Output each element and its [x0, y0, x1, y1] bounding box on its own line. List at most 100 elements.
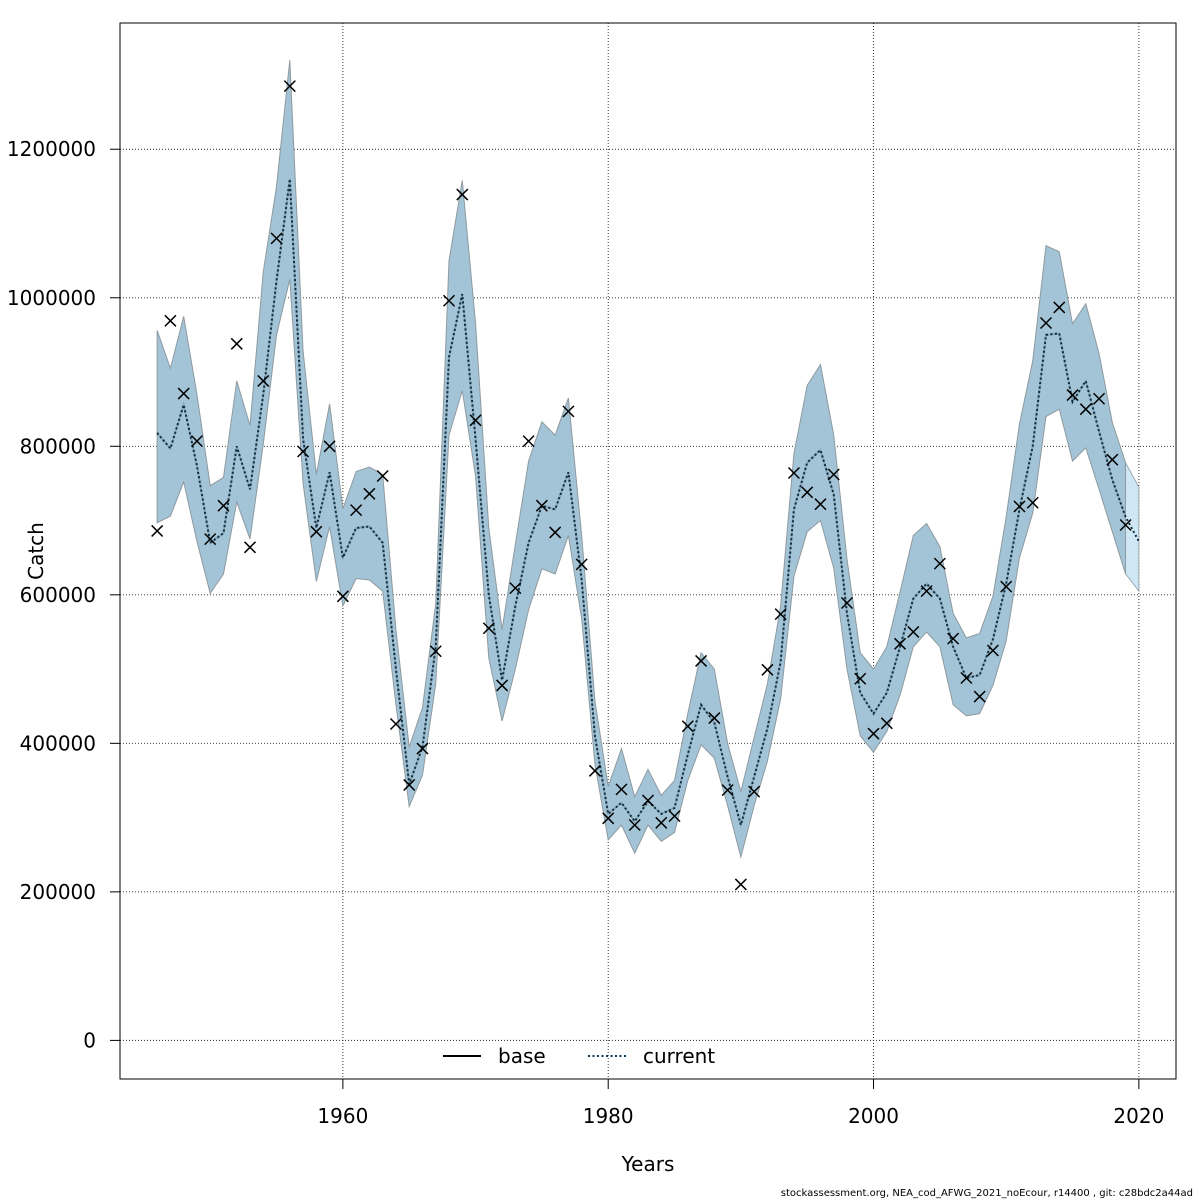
observation-stroke [695, 654, 708, 667]
observation-stroke [681, 720, 694, 733]
observation-marker-2016 [1079, 403, 1092, 416]
observation-stroke [880, 717, 893, 730]
observation-marker-1979 [588, 764, 601, 777]
observation-stroke [814, 498, 827, 511]
observation-marker-1950 [204, 533, 217, 546]
observation-stroke [668, 810, 681, 823]
observation-stroke [973, 690, 986, 703]
legend-label-current: current [643, 1044, 715, 1068]
observation-stroke [217, 499, 230, 512]
observation-marker-1983 [641, 794, 655, 807]
observation-stroke [947, 632, 960, 645]
observation-marker-1993 [774, 608, 787, 621]
confidence-band [156, 60, 1127, 859]
observation-marker-2000 [867, 727, 880, 740]
observation-marker-2006 [947, 632, 960, 645]
legend: base current [443, 1044, 715, 1068]
observation-marker-1961 [350, 504, 363, 517]
observation-stroke [907, 625, 920, 638]
observation-stroke [641, 794, 655, 807]
x-tick-label-2000: 2000 [848, 1104, 899, 1128]
observation-stroke [867, 727, 880, 740]
observation-marker-2015 [1066, 389, 1079, 402]
observation-marker-2014 [1053, 301, 1066, 314]
observation-marker-2007 [960, 671, 973, 685]
observation-marker-1977 [562, 405, 575, 418]
observation-marker-2003 [907, 625, 920, 638]
observation-stroke [1119, 518, 1132, 532]
x-tick-label-2020: 2020 [1113, 1104, 1164, 1128]
observation-stroke [721, 784, 734, 797]
observation-stroke [1093, 392, 1106, 405]
observation-stroke [894, 637, 907, 650]
y-tick-label-0: 0 [83, 1028, 96, 1052]
observation-marker-1973 [509, 582, 522, 595]
observation-marker-1958 [310, 525, 323, 538]
y-tick-label-1200000: 1200000 [7, 137, 96, 161]
y-tick-label-1000000: 1000000 [7, 286, 96, 310]
observation-stroke [496, 679, 509, 692]
observation-stroke [270, 232, 283, 245]
observation-stroke [628, 818, 641, 832]
series-line-base [156, 178, 1127, 829]
observation-marker-2010 [1000, 580, 1013, 593]
observation-stroke [310, 525, 323, 538]
observation-marker-1974 [522, 435, 535, 448]
legend-label-base: base [498, 1044, 546, 1068]
x-axis-label: Years [621, 1152, 675, 1176]
observation-stroke [575, 558, 588, 571]
observation-marker-1996 [814, 498, 827, 511]
observation-marker-2004 [920, 585, 933, 598]
observation-stroke [986, 644, 999, 657]
x-tick-label-1960: 1960 [317, 1104, 368, 1128]
observation-stroke [177, 387, 190, 400]
observation-stroke [164, 314, 177, 327]
observation-marker-1984 [655, 816, 668, 829]
observation-marker-1955 [270, 232, 283, 245]
observation-stroke [403, 778, 416, 791]
observation-marker-1970 [469, 414, 482, 427]
observation-marker-1982 [628, 818, 641, 832]
observation-stroke [920, 585, 933, 598]
observation-stroke [854, 672, 867, 685]
observation-marker-1990 [734, 878, 747, 891]
plot-frame [119, 22, 1177, 1080]
observation-marker-2002 [894, 637, 907, 650]
observation-marker-1972 [496, 679, 509, 692]
observation-stroke [1079, 403, 1092, 416]
y-axis-label: Catch [24, 522, 48, 580]
observation-marker-1988 [708, 712, 721, 725]
observation-marker-1952 [230, 337, 243, 350]
observation-marker-1985 [668, 810, 681, 823]
observation-stroke [1013, 500, 1026, 513]
observation-stroke [416, 742, 429, 755]
observation-marker-2017 [1093, 392, 1106, 405]
observation-stroke [350, 504, 363, 517]
observation-stroke [230, 337, 243, 350]
observation-stroke [549, 526, 562, 539]
observation-marker-1992 [761, 663, 774, 676]
observation-marker-2013 [1039, 316, 1053, 330]
observation-stroke [442, 294, 456, 307]
axis-layer: 1960 1980 2000 2020 0 200000 400000 600000 80000… [7, 137, 1164, 1128]
observation-stroke [748, 785, 761, 798]
observation-marker-2001 [880, 717, 893, 730]
observation-stroke [323, 440, 336, 453]
observation-stroke [297, 445, 310, 458]
observation-marker-1995 [801, 486, 814, 499]
x-tick-label-1980: 1980 [583, 1104, 634, 1128]
observation-stroke [1066, 389, 1079, 402]
y-tick-label-600000: 600000 [20, 583, 96, 607]
observation-marker-1986 [681, 720, 694, 733]
observation-stroke [787, 466, 800, 480]
observation-marker-1954 [257, 374, 270, 387]
observation-marker-1997 [827, 468, 840, 481]
observation-marker-1980 [602, 812, 615, 825]
observation-marker-2018 [1106, 453, 1119, 466]
observation-stroke [840, 596, 854, 610]
footer-caption: stockassessment.org, NEA_cod_AFWG_2021_n… [781, 1188, 1193, 1199]
observation-marker-1948 [177, 387, 190, 400]
confidence-band-final-year [1125, 462, 1140, 593]
